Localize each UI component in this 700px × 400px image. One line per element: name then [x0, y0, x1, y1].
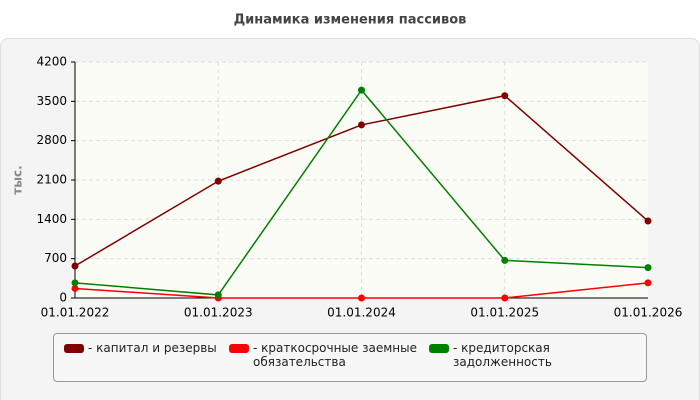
- legend-swatch: [229, 344, 249, 353]
- legend-swatch: [429, 344, 449, 353]
- y-axis-label: тыс.: [11, 165, 25, 194]
- y-tick-label: 2800: [36, 133, 67, 147]
- y-tick-label: 0: [59, 291, 67, 305]
- point: [358, 121, 365, 129]
- point: [71, 262, 79, 270]
- legend-label: - кредиторская задолженность: [453, 341, 552, 369]
- point: [358, 86, 365, 94]
- point: [501, 256, 509, 264]
- legend-item: - краткосрочные заемные обязательства: [229, 341, 419, 369]
- point: [358, 294, 365, 302]
- point: [214, 177, 222, 185]
- legend-item: - капитал и резервы: [64, 341, 224, 355]
- point: [644, 264, 652, 272]
- y-tick-label: 4200: [36, 55, 67, 69]
- point: [71, 279, 79, 287]
- y-tick-label: 1400: [36, 212, 67, 226]
- x-tick-label: 01.01.2024: [327, 306, 396, 320]
- chart-title: Динамика изменения пассивов: [234, 13, 467, 28]
- x-tick-label: 01.01.2025: [470, 306, 539, 320]
- point: [71, 284, 79, 292]
- legend-label: - капитал и резервы: [88, 341, 217, 355]
- x-tick-label: 01.01.2022: [41, 306, 110, 320]
- y-tick-label: 2100: [36, 173, 67, 187]
- point: [644, 217, 652, 225]
- legend-label: - краткосрочные заемные обязательства: [253, 341, 417, 369]
- y-tick-label: 3500: [36, 94, 67, 108]
- y-tick-label: 700: [44, 251, 67, 265]
- point: [501, 92, 509, 100]
- point: [644, 279, 652, 287]
- x-tick-label: 01.01.2026: [614, 306, 683, 320]
- legend-swatch: [64, 344, 84, 353]
- point: [214, 291, 222, 299]
- legend: - капитал и резервы - краткосрочные заемн…: [53, 333, 647, 382]
- point: [501, 294, 509, 302]
- x-tick-label: 01.01.2023: [184, 306, 253, 320]
- legend-item: - кредиторская задолженность: [429, 341, 639, 369]
